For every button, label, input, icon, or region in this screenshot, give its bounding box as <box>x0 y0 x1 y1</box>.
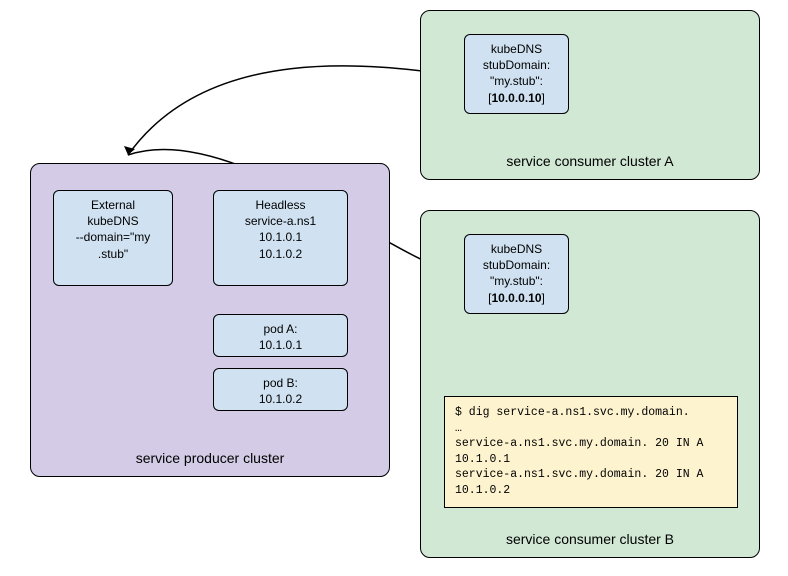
pod-b-box: pod B: 10.1.0.2 <box>213 368 348 411</box>
external-kubedns-l4: --domain="my <box>58 229 168 245</box>
ca-dns-l3: "my.stub": <box>469 73 564 89</box>
headless-service-box: Headless service-a.ns1 10.1.0.1 10.1.0.2 <box>213 190 348 286</box>
producer-cluster-label: service producer cluster <box>31 450 389 466</box>
external-kubedns-box: External kubeDNS --domain="my .stub" <box>53 190 173 286</box>
headless-l1: Headless <box>218 197 343 213</box>
cb-dns-l1: kubeDNS <box>469 241 564 257</box>
service-consumer-cluster-a: kubeDNS stubDomain: "my.stub": [10.0.0.1… <box>420 10 760 180</box>
cb-dns-l4: [10.0.0.10] <box>469 290 564 306</box>
ca-dns-l2: stubDomain: <box>469 57 564 73</box>
consumer-b-kubedns-box: kubeDNS stubDomain: "my.stub": [10.0.0.1… <box>464 234 569 314</box>
ca-dns-l4: [10.0.0.10] <box>469 90 564 106</box>
cb-dns-l2: stubDomain: <box>469 257 564 273</box>
pod-a-l2: 10.1.0.1 <box>218 337 343 353</box>
service-consumer-cluster-b: kubeDNS stubDomain: "my.stub": [10.0.0.1… <box>420 210 760 558</box>
arrowhead-icon <box>124 146 135 155</box>
ca-dns-l1: kubeDNS <box>469 41 564 57</box>
pod-a-box: pod A: 10.1.0.1 <box>213 314 348 357</box>
headless-l4: 10.1.0.1 <box>218 229 343 245</box>
external-kubedns-l5: .stub" <box>58 246 168 262</box>
headless-l2: service-a.ns1 <box>218 213 343 229</box>
dig-terminal-output: $ dig service-a.ns1.svc.my.domain. … ser… <box>444 396 738 508</box>
service-producer-cluster: External kubeDNS --domain="my .stub" Hea… <box>30 163 390 477</box>
headless-l5: 10.1.0.2 <box>218 246 343 262</box>
pod-a-l1: pod A: <box>218 321 343 337</box>
cb-dns-l3: "my.stub": <box>469 273 564 289</box>
external-kubedns-l2: kubeDNS <box>58 213 168 229</box>
consumer-a-kubedns-box: kubeDNS stubDomain: "my.stub": [10.0.0.1… <box>464 34 569 114</box>
consumer-a-cluster-label: service consumer cluster A <box>421 153 759 169</box>
pod-b-l1: pod B: <box>218 375 343 391</box>
consumer-b-cluster-label: service consumer cluster B <box>421 531 759 547</box>
pod-b-l2: 10.1.0.2 <box>218 391 343 407</box>
external-kubedns-l1: External <box>58 197 168 213</box>
connector-a-to-producer <box>128 66 462 155</box>
